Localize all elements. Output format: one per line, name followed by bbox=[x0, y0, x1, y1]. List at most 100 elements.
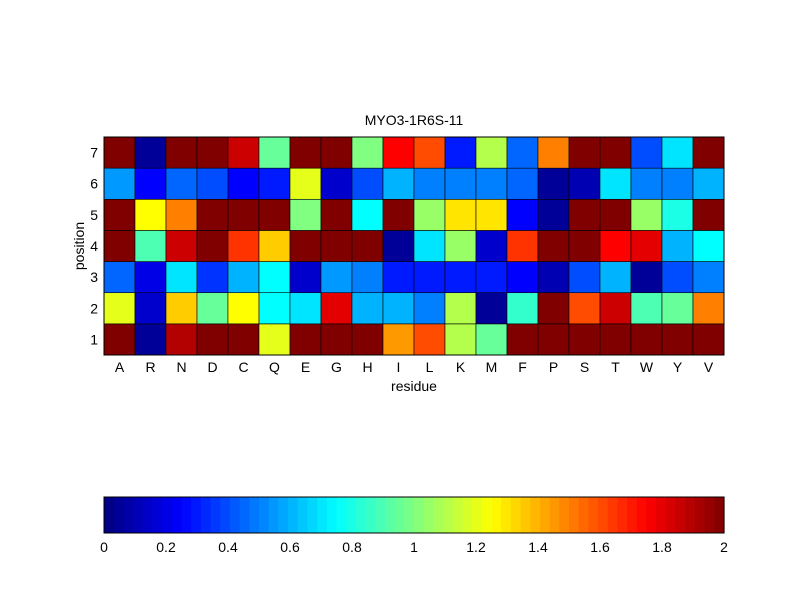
heatmap-cell-E-1 bbox=[289, 323, 322, 356]
heatmap-cell-A-4 bbox=[103, 230, 136, 262]
colorbar-swatch bbox=[520, 497, 531, 533]
heatmap-cell-P-3 bbox=[537, 261, 570, 294]
colorbar-swatch bbox=[123, 497, 134, 533]
x-tick-label: A bbox=[115, 359, 125, 375]
colorbar-swatch bbox=[229, 497, 241, 533]
colorbar-swatch bbox=[646, 497, 657, 533]
heatmap-cell-G-3 bbox=[320, 261, 353, 294]
colorbar-swatch bbox=[462, 497, 473, 533]
heatmap-cell-Y-1 bbox=[661, 323, 694, 356]
heatmap-cell-T-6 bbox=[599, 167, 632, 200]
colorbar-swatch bbox=[355, 497, 367, 533]
heatmap-cell-T-1 bbox=[599, 323, 632, 356]
colorbar-swatch bbox=[113, 497, 124, 533]
x-tick-label: N bbox=[176, 359, 186, 375]
colorbar-swatch bbox=[191, 497, 202, 533]
heatmap-cell-W-3 bbox=[630, 261, 663, 294]
colorbar-swatch bbox=[452, 497, 464, 533]
colorbar-swatch bbox=[559, 497, 570, 533]
heatmap-cell-A-1 bbox=[103, 323, 136, 356]
colorbar-swatch bbox=[278, 497, 289, 533]
heatmap-cell-F-2 bbox=[506, 292, 539, 325]
heatmap-cell-E-3 bbox=[289, 261, 322, 294]
heatmap-cell-Y-7 bbox=[661, 136, 694, 169]
x-tick-label: Q bbox=[269, 359, 280, 375]
heatmap-cell-S-3 bbox=[568, 261, 601, 294]
colorbar-swatch bbox=[152, 497, 163, 533]
heatmap-cell-M-3 bbox=[475, 261, 508, 294]
x-tick-label: T bbox=[611, 359, 620, 375]
colorbar-tick-label: 1.6 bbox=[590, 539, 610, 555]
heatmap-cell-Y-5 bbox=[661, 198, 694, 231]
colorbar-tick-label: 1 bbox=[410, 539, 418, 555]
colorbar-swatch bbox=[297, 497, 309, 533]
heatmap-cell-C-6 bbox=[227, 167, 260, 200]
colorbar-swatch bbox=[394, 497, 405, 533]
colorbar-swatch bbox=[481, 497, 493, 533]
heatmap-cell-L-6 bbox=[413, 167, 446, 200]
heatmap-cell-T-5 bbox=[599, 198, 632, 231]
colorbar-tick-label: 0 bbox=[100, 539, 108, 555]
colorbar-swatch bbox=[249, 497, 260, 533]
heatmap-cell-V-3 bbox=[692, 261, 725, 294]
heatmap-cell-S-4 bbox=[568, 230, 601, 262]
heatmap-cell-I-7 bbox=[382, 136, 415, 169]
heatmap-cell-E-2 bbox=[289, 292, 322, 325]
heatmap-cell-K-7 bbox=[444, 136, 477, 169]
colorbar-swatch bbox=[336, 497, 347, 533]
heatmap-cell-E-5 bbox=[289, 198, 322, 231]
x-tick-label: P bbox=[549, 359, 558, 375]
heatmap-cell-Q-5 bbox=[258, 198, 291, 231]
heatmap-cell-N-4 bbox=[165, 230, 198, 262]
y-tick-label: 3 bbox=[90, 269, 98, 285]
heatmap-cell-E-7 bbox=[289, 136, 322, 169]
y-tick-label: 4 bbox=[90, 238, 98, 254]
x-tick-label: K bbox=[456, 359, 466, 375]
heatmap-cell-P-4 bbox=[537, 230, 570, 262]
y-axis-label: position bbox=[71, 222, 87, 270]
colorbar-swatch bbox=[239, 497, 250, 533]
heatmap-cell-K-5 bbox=[444, 198, 477, 231]
heatmap-cell-M-6 bbox=[475, 167, 508, 200]
heatmap-cell-I-6 bbox=[382, 167, 415, 200]
colorbar-swatch bbox=[220, 497, 231, 533]
colorbar-swatch bbox=[317, 497, 328, 533]
heatmap-cell-F-5 bbox=[506, 198, 539, 231]
heatmap-cell-H-6 bbox=[351, 167, 384, 200]
x-tick-label: M bbox=[486, 359, 498, 375]
heatmap-cell-M-5 bbox=[475, 198, 508, 231]
x-tick-label: L bbox=[426, 359, 434, 375]
heatmap-cell-P-5 bbox=[537, 198, 570, 231]
heatmap-cell-T-7 bbox=[599, 136, 632, 169]
x-tick-label: W bbox=[640, 359, 654, 375]
heatmap-cell-M-1 bbox=[475, 323, 508, 356]
heatmap-cell-G-4 bbox=[320, 230, 353, 262]
colorbar-swatch bbox=[259, 497, 270, 533]
heatmap-cell-F-4 bbox=[506, 230, 539, 262]
heatmap-cell-P-2 bbox=[537, 292, 570, 325]
colorbar-swatch bbox=[375, 497, 386, 533]
colorbar-swatch bbox=[588, 497, 599, 533]
colorbar-swatch bbox=[142, 497, 154, 533]
plot-frame bbox=[103, 136, 725, 356]
colorbar-tick-label: 0.2 bbox=[156, 539, 176, 555]
heatmap-cell-P-7 bbox=[537, 136, 570, 169]
colorbar-swatch bbox=[675, 497, 686, 533]
colorbar-tick-labels: 0 0.2 0.4 0.6 0.8 1 1.2 1.4 1.6 1.8 2 bbox=[100, 539, 728, 555]
heatmap-cell-K-2 bbox=[444, 292, 477, 325]
y-tick-label: 6 bbox=[90, 176, 98, 192]
heatmap-cell-R-1 bbox=[134, 323, 167, 356]
heatmap-cell-K-1 bbox=[444, 323, 477, 356]
colorbar-swatch bbox=[133, 497, 144, 533]
colorbar-swatch bbox=[181, 497, 192, 533]
colorbar-swatch bbox=[704, 497, 715, 533]
heatmap-cell-R-7 bbox=[134, 136, 167, 169]
heatmap-cell-N-3 bbox=[165, 261, 198, 294]
colorbar-swatch bbox=[510, 497, 522, 533]
heatmap-cell-L-7 bbox=[413, 136, 446, 169]
heatmap-cell-K-3 bbox=[444, 261, 477, 294]
heatmap-cell-L-4 bbox=[413, 230, 446, 262]
heatmap-cell-Y-3 bbox=[661, 261, 694, 294]
colorbar-swatch bbox=[539, 497, 551, 533]
